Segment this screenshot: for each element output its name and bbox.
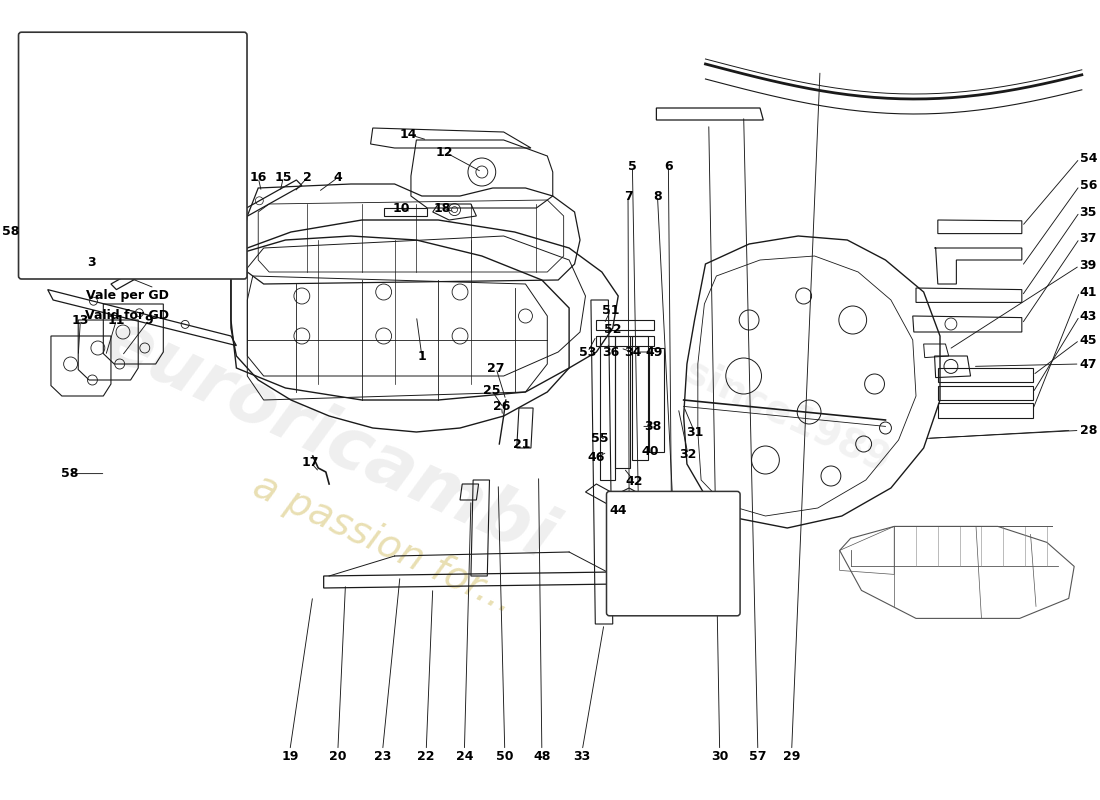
Text: 4: 4: [333, 171, 342, 184]
Text: 27: 27: [487, 362, 505, 374]
Text: 2: 2: [302, 171, 311, 184]
Text: 14: 14: [400, 128, 418, 141]
Text: 29: 29: [783, 750, 801, 762]
Text: 43: 43: [1079, 310, 1097, 322]
Text: 44: 44: [609, 504, 627, 517]
Text: 55: 55: [591, 432, 608, 445]
FancyBboxPatch shape: [606, 491, 740, 616]
FancyBboxPatch shape: [19, 32, 248, 279]
Text: since1989: since1989: [679, 352, 895, 480]
Text: 48: 48: [534, 750, 550, 762]
Text: 22: 22: [418, 750, 434, 762]
Text: 18: 18: [433, 202, 451, 214]
Text: 5: 5: [628, 160, 637, 173]
Text: 23: 23: [374, 750, 392, 762]
Text: a passion for...: a passion for...: [248, 467, 520, 621]
Text: 42: 42: [626, 475, 644, 488]
Text: 7: 7: [624, 190, 632, 202]
Text: 40: 40: [641, 446, 659, 458]
Text: 36: 36: [602, 346, 619, 358]
Text: euroricambi: euroricambi: [92, 306, 565, 574]
Text: 35: 35: [1079, 206, 1097, 218]
Text: 45: 45: [1079, 334, 1097, 346]
Text: 26: 26: [493, 400, 510, 413]
Text: 1: 1: [418, 350, 426, 362]
Text: 51: 51: [602, 304, 619, 317]
Text: 47: 47: [1079, 358, 1097, 370]
Text: 52: 52: [604, 323, 622, 336]
Text: 38: 38: [645, 420, 662, 433]
Text: 58: 58: [2, 225, 20, 238]
Text: 10: 10: [393, 202, 410, 214]
Text: 41: 41: [1079, 286, 1097, 298]
Text: 6: 6: [664, 160, 673, 173]
Text: 54: 54: [1079, 152, 1097, 165]
Text: 8: 8: [653, 190, 662, 202]
Text: 53: 53: [579, 346, 596, 358]
Text: 56: 56: [1079, 179, 1097, 192]
Text: 15: 15: [275, 171, 293, 184]
Text: 34: 34: [624, 346, 641, 358]
Text: 11: 11: [108, 314, 125, 326]
Text: 17: 17: [301, 456, 319, 469]
Text: 28: 28: [1079, 424, 1097, 437]
Text: 12: 12: [436, 146, 453, 158]
Text: 25: 25: [483, 384, 500, 397]
Text: 3: 3: [87, 256, 96, 269]
Text: 13: 13: [72, 314, 89, 326]
Text: 21: 21: [514, 438, 531, 450]
Text: 9: 9: [145, 314, 153, 326]
Text: 46: 46: [587, 451, 605, 464]
Text: 39: 39: [1079, 259, 1097, 272]
Text: Vale per GD: Vale per GD: [86, 290, 168, 302]
Text: 50: 50: [496, 750, 514, 762]
Text: 24: 24: [455, 750, 473, 762]
Text: 20: 20: [329, 750, 346, 762]
Text: 37: 37: [1079, 232, 1097, 245]
Text: Valid for GD: Valid for GD: [86, 310, 169, 322]
Text: 58: 58: [60, 467, 78, 480]
Text: 19: 19: [282, 750, 298, 762]
Text: 30: 30: [711, 750, 728, 762]
Text: 57: 57: [749, 750, 767, 762]
Text: 33: 33: [573, 750, 591, 762]
Text: 49: 49: [646, 346, 663, 358]
Text: 32: 32: [680, 448, 696, 461]
Text: 31: 31: [686, 426, 703, 438]
Text: 16: 16: [250, 171, 267, 184]
